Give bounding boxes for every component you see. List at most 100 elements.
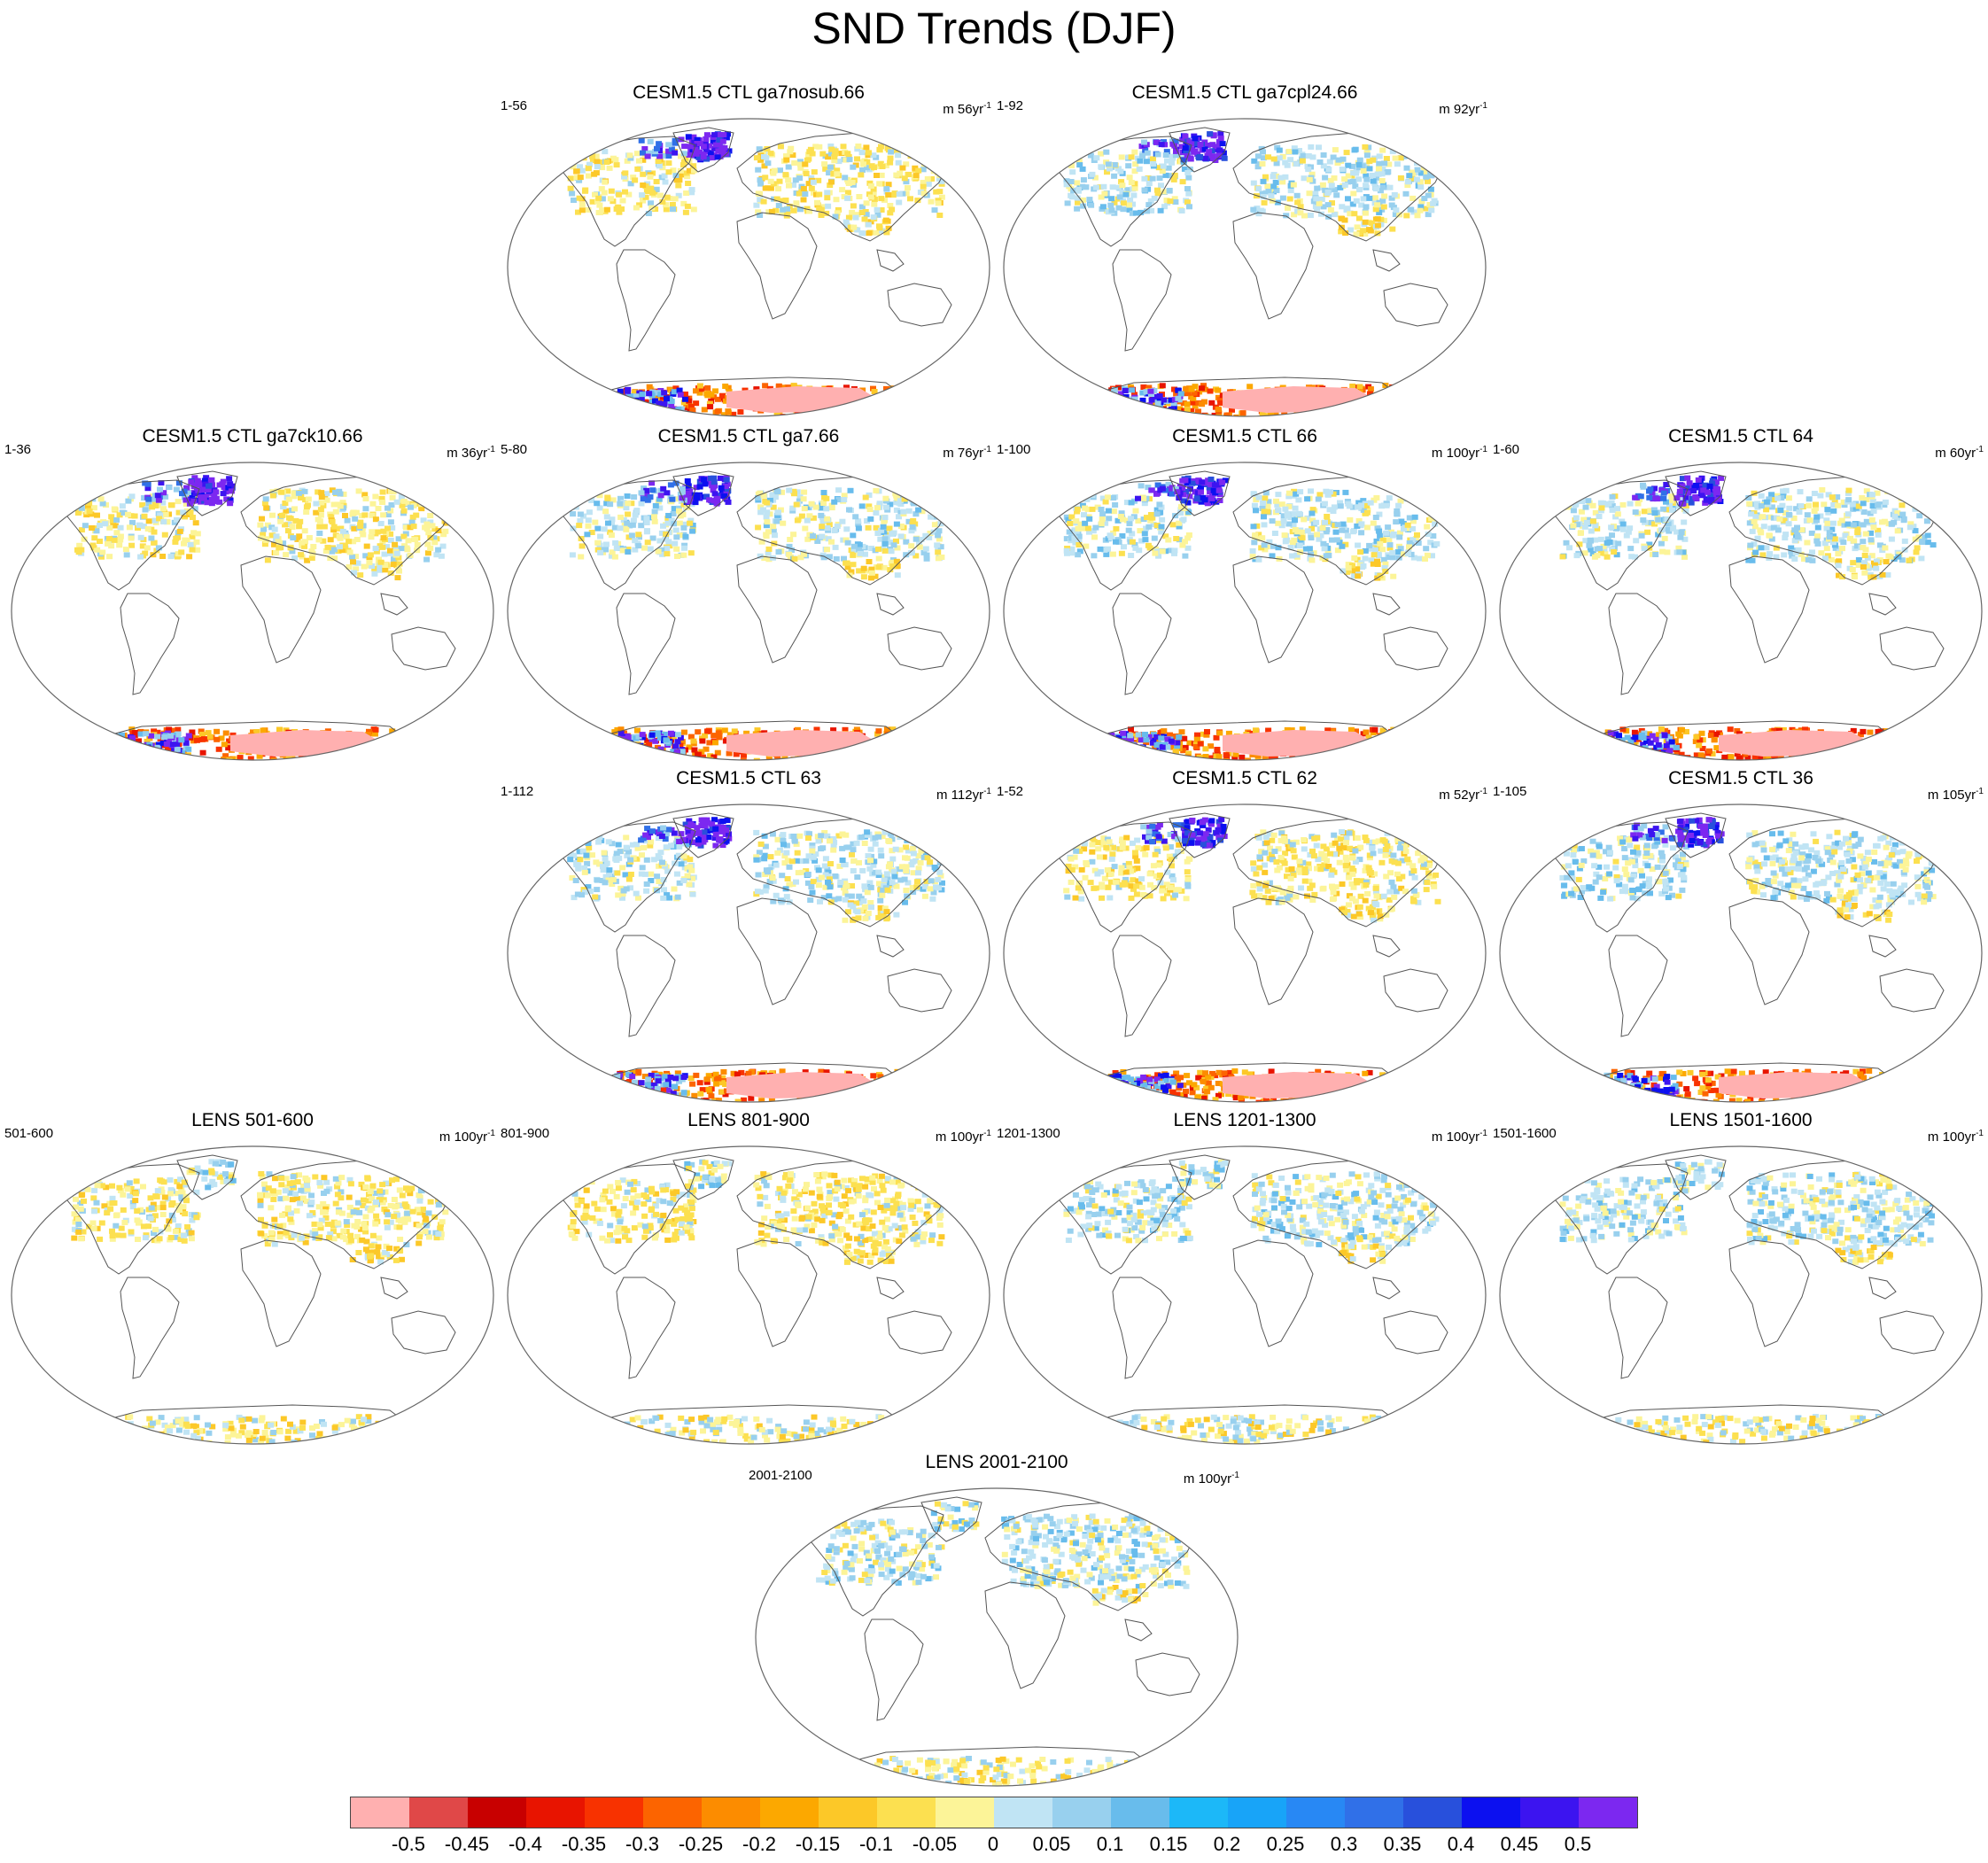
trend-cell xyxy=(144,526,151,532)
trend-cell xyxy=(828,146,835,152)
trend-cell xyxy=(1584,516,1591,523)
trend-cell xyxy=(651,514,657,520)
unit-prefix: m xyxy=(943,102,954,117)
trend-cell xyxy=(1122,408,1129,415)
trend-cell xyxy=(579,151,586,157)
trend-cell xyxy=(1260,194,1267,199)
trend-cell xyxy=(1164,158,1170,164)
trend-cell xyxy=(1623,532,1630,539)
trend-cell xyxy=(883,189,890,195)
trend-cell xyxy=(1231,756,1239,760)
trend-cell xyxy=(753,155,760,161)
trend-cell xyxy=(865,524,872,531)
trend-cell xyxy=(1370,750,1377,756)
trend-cell xyxy=(689,523,696,528)
trend-cell xyxy=(1597,508,1604,514)
trend-cell xyxy=(757,504,764,510)
trend-cell xyxy=(725,499,732,505)
coastline-northAmerica xyxy=(559,136,696,247)
trend-cell xyxy=(701,407,708,413)
trend-cell xyxy=(1396,534,1403,540)
trend-cell xyxy=(753,202,760,208)
trend-cell xyxy=(852,514,859,520)
trend-cell xyxy=(313,509,320,516)
coastline-southAmerica xyxy=(1112,593,1172,695)
trend-cell xyxy=(1383,742,1390,749)
trend-cell xyxy=(1114,400,1122,407)
trend-cell xyxy=(1410,144,1417,150)
trend-cell xyxy=(1559,554,1566,560)
trend-cell xyxy=(260,727,267,734)
trend-cell xyxy=(1064,200,1071,206)
trend-cell xyxy=(277,518,284,524)
trend-cell xyxy=(1075,199,1081,206)
trend-cell xyxy=(1340,521,1347,527)
trend-cell xyxy=(1321,501,1328,507)
trend-cell xyxy=(579,167,586,174)
trend-cell xyxy=(137,749,144,755)
trend-cell xyxy=(398,741,405,746)
trend-cell xyxy=(631,494,638,500)
trend-cell xyxy=(877,536,884,542)
trend-cell xyxy=(315,489,322,495)
trend-cell xyxy=(398,546,405,552)
trend-cell xyxy=(1092,184,1099,190)
trend-cell xyxy=(820,490,827,495)
trend-cell xyxy=(1172,734,1179,739)
trend-cell xyxy=(656,735,664,741)
trend-cell xyxy=(806,208,813,214)
trend-cell xyxy=(395,536,402,542)
coastline-southAmerica xyxy=(1112,249,1172,352)
trend-cell xyxy=(679,749,686,755)
trend-cell xyxy=(785,177,792,183)
trend-cell xyxy=(694,494,700,501)
trend-cell xyxy=(897,501,905,507)
trend-cell xyxy=(1278,501,1285,508)
trend-cell xyxy=(797,555,804,561)
trend-cell xyxy=(1118,550,1125,556)
unit-prefix: m xyxy=(1935,446,1946,461)
trend-cell xyxy=(1103,551,1110,557)
trend-cell xyxy=(1287,157,1294,163)
unit-base: yr xyxy=(972,102,984,117)
trend-cell xyxy=(593,153,600,159)
trend-cell xyxy=(920,167,927,173)
trend-cell xyxy=(680,151,687,157)
trend-cell xyxy=(654,731,661,737)
trend-cell xyxy=(215,746,222,752)
trend-cell xyxy=(696,141,703,147)
trend-cell xyxy=(639,192,646,198)
trend-cell xyxy=(720,412,727,416)
trend-cell xyxy=(621,407,628,413)
trend-cell xyxy=(98,554,105,560)
trend-cell xyxy=(620,516,627,523)
trend-cell xyxy=(415,501,422,507)
trend-cell xyxy=(303,509,310,515)
trend-cell xyxy=(1151,535,1158,541)
trend-cell xyxy=(151,529,158,535)
trend-cell xyxy=(634,166,641,172)
trend-cell xyxy=(1182,145,1189,151)
trend-cell xyxy=(1337,503,1344,509)
unit-exponent: -1 xyxy=(1976,445,1984,454)
map-border xyxy=(1003,462,1487,761)
trend-cell xyxy=(1611,549,1618,555)
trend-cell xyxy=(1356,157,1363,163)
trend-cell xyxy=(1378,742,1386,749)
trend-cell xyxy=(764,509,771,516)
trend-cell xyxy=(920,180,927,185)
trend-cell xyxy=(1285,490,1293,496)
trend-cell xyxy=(808,501,815,507)
trend-cell xyxy=(681,729,687,735)
trend-cell xyxy=(656,153,664,159)
trend-cell xyxy=(1342,489,1349,495)
trend-cell xyxy=(790,207,797,213)
trend-cell xyxy=(423,526,431,532)
trend-cell xyxy=(145,757,152,760)
trend-cell xyxy=(790,182,797,188)
trend-cell xyxy=(1126,521,1133,526)
trend-cell xyxy=(800,186,807,191)
trend-cell xyxy=(142,550,149,556)
trend-cell xyxy=(813,411,820,416)
trend-cell xyxy=(439,504,447,510)
